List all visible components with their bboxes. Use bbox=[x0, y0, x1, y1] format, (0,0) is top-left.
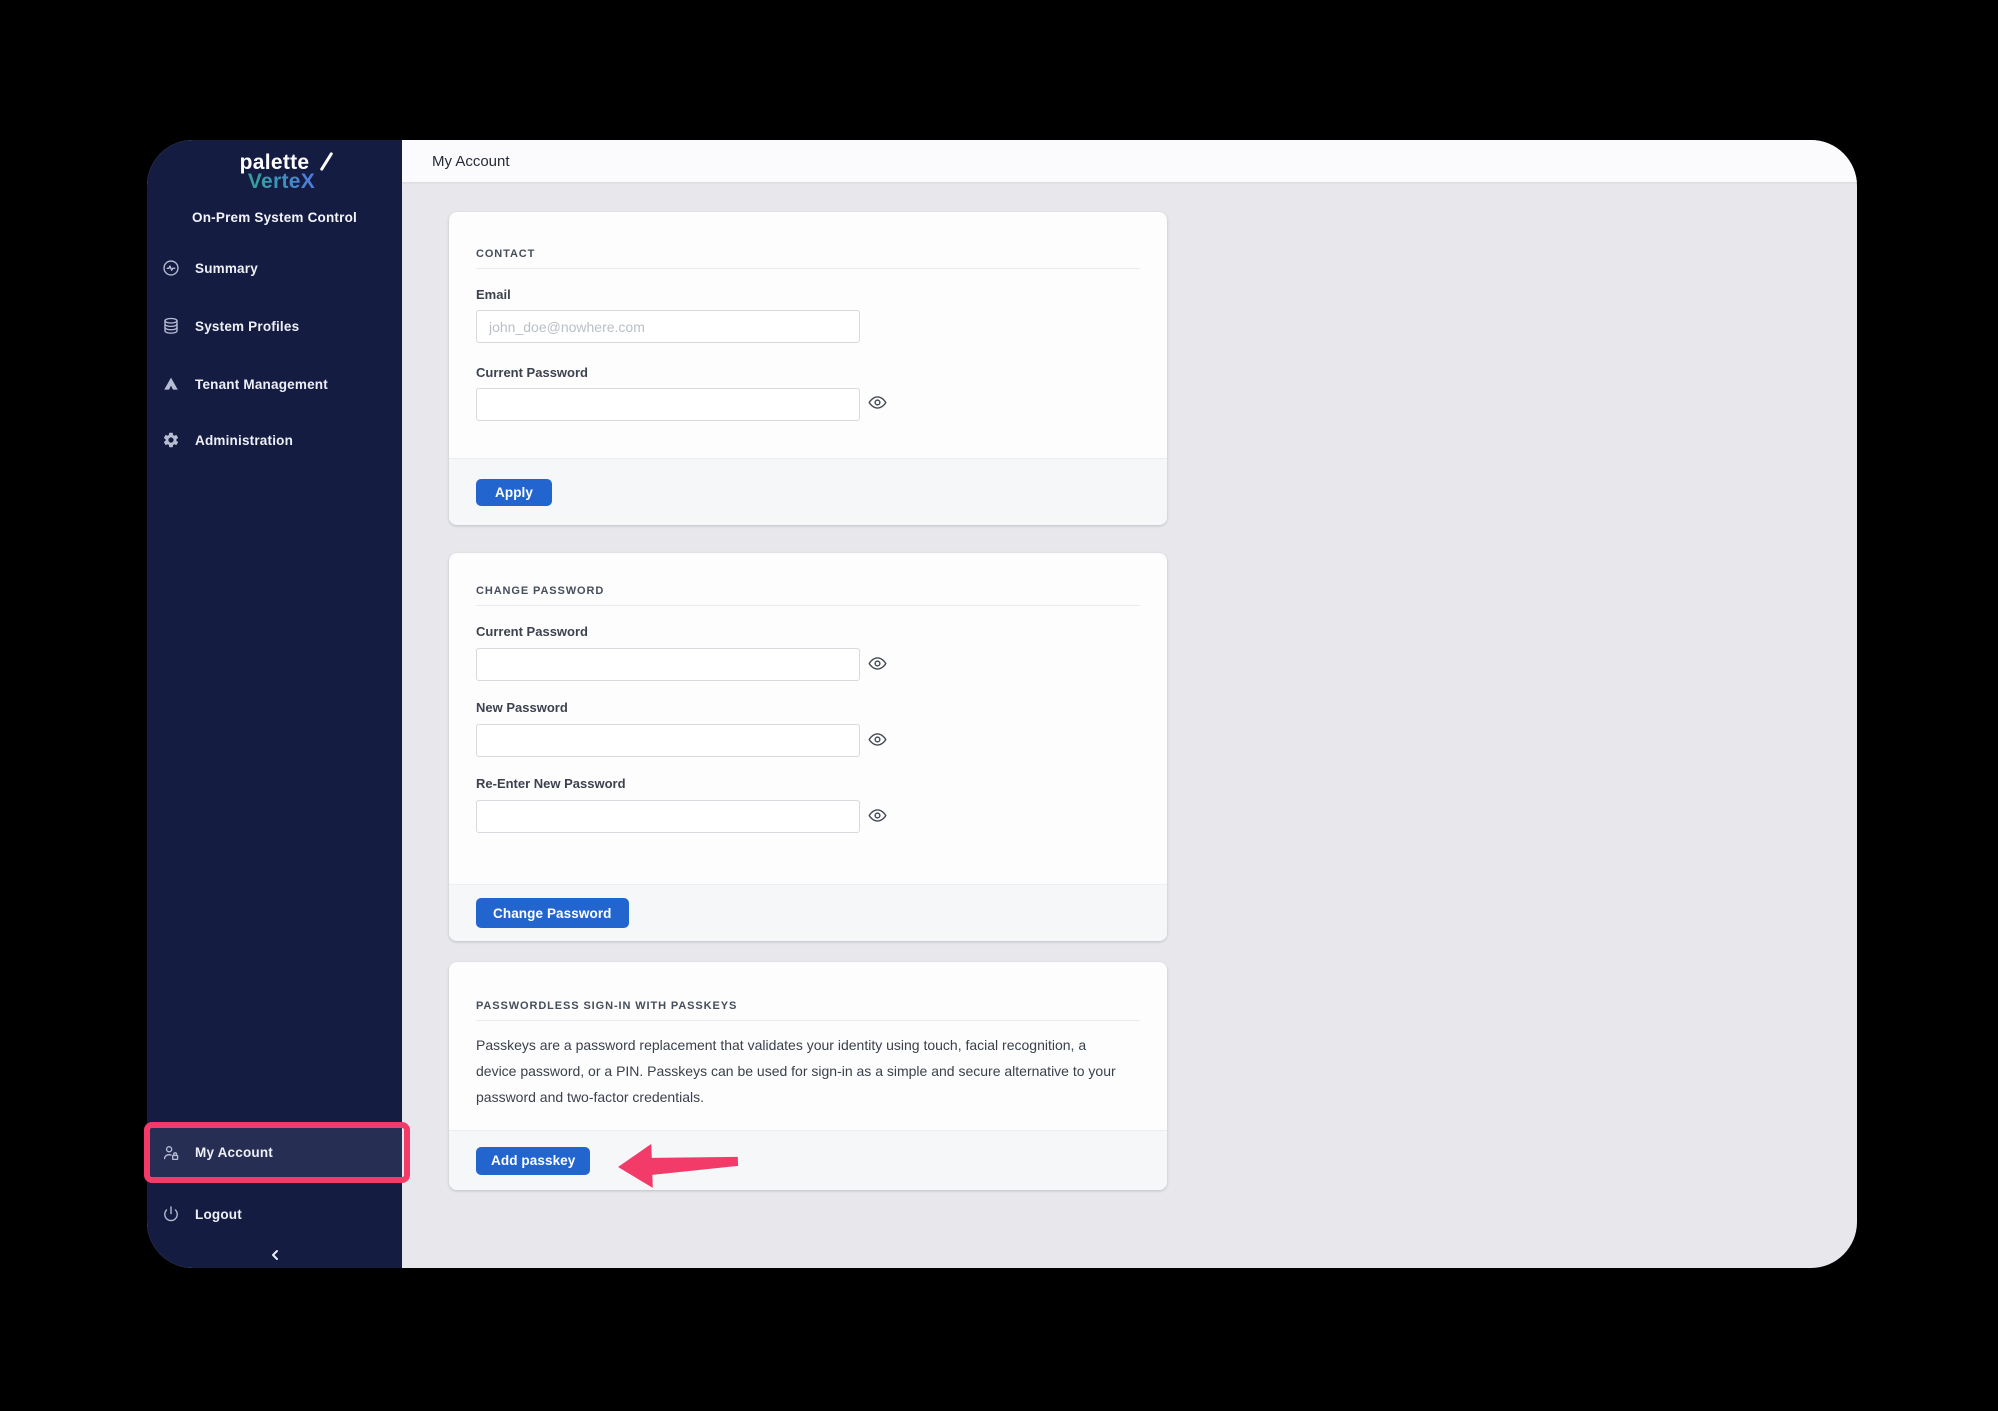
app-window: palette VerteX On-Prem System Control Su… bbox=[147, 140, 1857, 1268]
logo-text-palette: palette bbox=[239, 151, 310, 174]
sidebar-item-system-profiles[interactable]: System Profiles bbox=[147, 306, 402, 346]
email-field[interactable] bbox=[476, 310, 860, 343]
card-footer: Add passkey bbox=[449, 1130, 1167, 1190]
passkeys-description: Passkeys are a password replacement that… bbox=[476, 1037, 1116, 1105]
activity-icon bbox=[162, 259, 180, 277]
card-footer: Change Password bbox=[449, 884, 1167, 941]
section-header: CHANGE PASSWORD bbox=[476, 585, 605, 597]
sidebar-item-logout[interactable]: Logout bbox=[147, 1194, 402, 1234]
brand-logo: palette VerteX bbox=[147, 151, 402, 192]
section-header: CONTACT bbox=[476, 248, 536, 260]
mountain-icon bbox=[162, 375, 180, 393]
sidebar-item-label: System Profiles bbox=[195, 318, 300, 334]
topbar: My Account bbox=[402, 140, 1857, 182]
eye-icon bbox=[867, 730, 887, 752]
toggle-password-visibility-button[interactable] bbox=[867, 807, 887, 827]
sidebar-item-label: Logout bbox=[195, 1206, 242, 1222]
email-label: Email bbox=[476, 287, 511, 302]
page-title: My Account bbox=[432, 152, 510, 170]
current-password-field[interactable] bbox=[476, 648, 860, 681]
sidebar-collapse-button[interactable] bbox=[147, 1244, 402, 1268]
toggle-password-visibility-button[interactable] bbox=[867, 394, 887, 414]
sidebar-item-label: My Account bbox=[195, 1145, 274, 1160]
chevron-left-icon bbox=[267, 1247, 283, 1268]
sidebar-item-label: Summary bbox=[195, 260, 258, 276]
user-lock-icon bbox=[162, 1144, 180, 1162]
toggle-password-visibility-button[interactable] bbox=[867, 655, 887, 675]
power-icon bbox=[162, 1205, 180, 1223]
app-subtitle: On-Prem System Control bbox=[192, 210, 357, 225]
database-icon bbox=[162, 317, 180, 335]
divider bbox=[476, 605, 1140, 606]
add-passkey-button[interactable]: Add passkey bbox=[476, 1146, 591, 1175]
sidebar: palette VerteX On-Prem System Control Su… bbox=[147, 140, 402, 1268]
apply-button[interactable]: Apply bbox=[476, 478, 553, 506]
logo-text-vertex: VerteX bbox=[234, 171, 315, 192]
eye-icon bbox=[867, 654, 887, 676]
reenter-new-password-label: Re-Enter New Password bbox=[476, 776, 626, 791]
sidebar-item-label: Administration bbox=[195, 432, 294, 448]
new-password-field[interactable] bbox=[476, 724, 860, 757]
reenter-new-password-field[interactable] bbox=[476, 800, 860, 833]
change-password-card: CHANGE PASSWORD Current Password New Pas… bbox=[449, 553, 1167, 941]
divider bbox=[476, 1020, 1140, 1021]
contact-card: CONTACT Email Current Password Apply bbox=[449, 212, 1167, 525]
sidebar-item-my-account[interactable]: My Account bbox=[147, 1128, 402, 1177]
section-header: PASSWORDLESS SIGN-IN WITH PASSKEYS bbox=[476, 1000, 738, 1012]
current-password-label: Current Password bbox=[476, 624, 588, 639]
card-footer: Apply bbox=[449, 458, 1167, 525]
gear-icon bbox=[162, 431, 180, 449]
eye-icon bbox=[867, 806, 887, 828]
toggle-password-visibility-button[interactable] bbox=[867, 731, 887, 751]
divider bbox=[476, 268, 1140, 269]
new-password-label: New Password bbox=[476, 700, 568, 715]
logo-slash-icon bbox=[319, 151, 334, 172]
sidebar-item-administration[interactable]: Administration bbox=[147, 420, 402, 460]
current-password-label: Current Password bbox=[476, 365, 588, 380]
sidebar-item-label: Tenant Management bbox=[195, 376, 328, 392]
eye-icon bbox=[867, 393, 887, 415]
change-password-button[interactable]: Change Password bbox=[476, 898, 629, 928]
sidebar-item-tenant-management[interactable]: Tenant Management bbox=[147, 364, 402, 404]
passkeys-card: PASSWORDLESS SIGN-IN WITH PASSKEYS Passk… bbox=[449, 962, 1167, 1190]
sidebar-item-summary[interactable]: Summary bbox=[147, 248, 402, 288]
current-password-field[interactable] bbox=[476, 388, 860, 421]
